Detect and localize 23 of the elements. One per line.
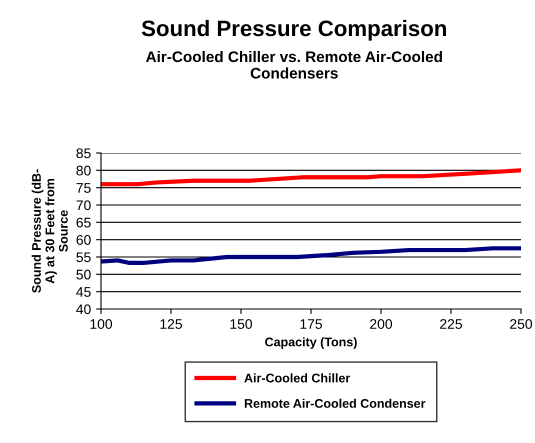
y-tick-label: 75: [76, 183, 91, 193]
y-tick-label: 60: [76, 235, 91, 245]
x-axis-title: Capacity (Tons): [265, 337, 357, 349]
legend-label: Air-Cooled Chiller: [244, 373, 350, 382]
y-tick-label: 85: [76, 148, 91, 158]
x-tick-label: 250: [510, 319, 532, 329]
x-tick-label: 150: [230, 319, 252, 329]
y-tick-label: 55: [76, 252, 91, 262]
x-tick-label: 200: [370, 319, 392, 329]
x-tick-label: 100: [90, 319, 112, 329]
legend-label: Remote Air-Cooled Condenser: [244, 398, 426, 408]
y-axis-title: Sound Pressure (dB- A) at 30 Feet from Source: [32, 169, 68, 293]
x-tick-label: 125: [160, 319, 182, 329]
x-tick-label: 175: [300, 319, 322, 329]
y-tick-label: 45: [76, 287, 91, 297]
chart-subtitle: Air-Cooled Chiller vs. Remote Air-Cooled Condensers: [146, 50, 442, 79]
y-tick-label: 50: [76, 270, 91, 280]
x-tick-label: 225: [440, 319, 462, 329]
y-tick-label: 65: [76, 218, 91, 228]
y-tick-label: 80: [76, 166, 91, 176]
y-tick-label: 70: [76, 200, 91, 210]
chart-title: Sound Pressure Comparison: [142, 20, 446, 41]
y-tick-label: 40: [76, 304, 91, 314]
